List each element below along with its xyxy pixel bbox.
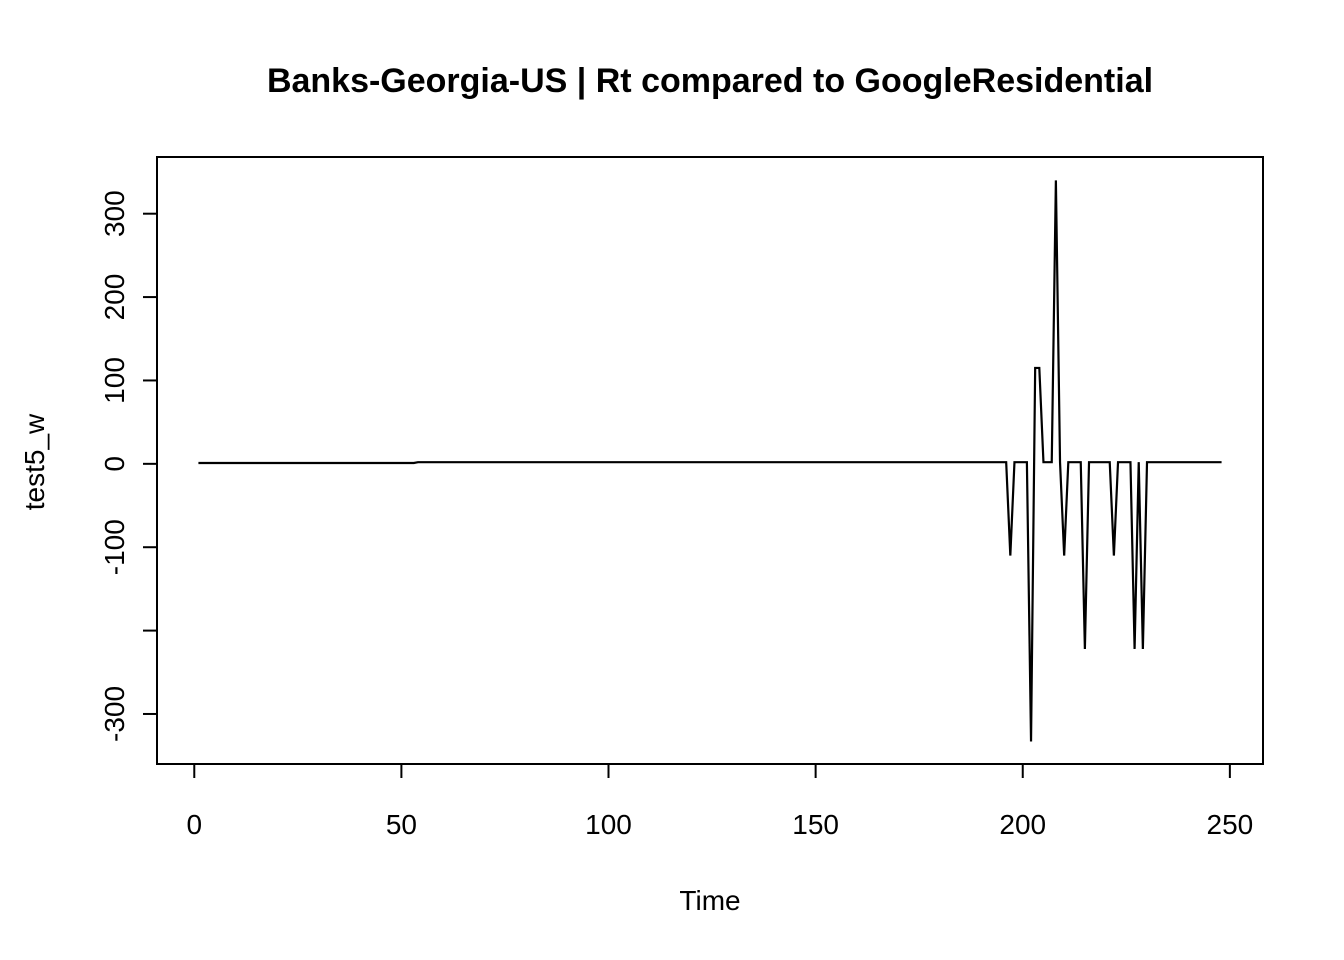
plot-frame xyxy=(156,156,1264,765)
y-axis: -300 -100 0 100 200 300 xyxy=(99,190,158,742)
x-tick-label: 150 xyxy=(792,809,839,840)
y-tick-label: 300 xyxy=(99,190,130,237)
y-tick-label: -300 xyxy=(99,686,130,742)
series-line xyxy=(198,180,1222,742)
y-tick-label: 0 xyxy=(99,456,130,472)
x-tick-label: 200 xyxy=(999,809,1046,840)
y-tick-label: 200 xyxy=(99,274,130,321)
y-tick-label: 100 xyxy=(99,357,130,404)
chart-title: Banks-Georgia-US | Rt compared to Google… xyxy=(267,62,1153,100)
x-tick-label: 100 xyxy=(585,809,632,840)
y-axis-label: test5_w xyxy=(19,413,50,510)
x-axis-label: Time xyxy=(679,885,740,916)
x-tick-label: 250 xyxy=(1207,809,1254,840)
x-tick-label: 50 xyxy=(386,809,417,840)
y-tick-label: -100 xyxy=(99,519,130,575)
x-axis: 0 50 100 150 200 250 xyxy=(186,763,1254,840)
x-tick-label: 0 xyxy=(186,809,202,840)
